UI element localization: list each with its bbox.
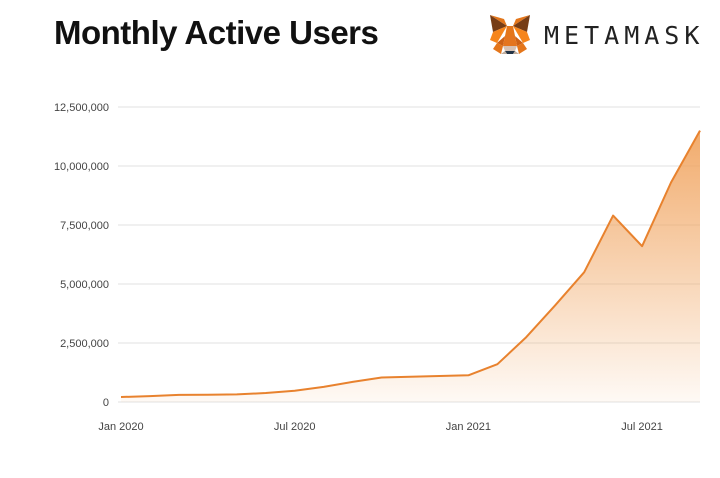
y-tick-label: 0 (103, 397, 109, 409)
y-tick-label: 2,500,000 (60, 338, 109, 350)
series-mau (120, 130, 701, 402)
x-tick-label: Jul 2020 (274, 421, 316, 433)
y-axis-ticks: 0 2,500,000 5,000,000 7,500,000 10,000,000 12… (54, 102, 109, 409)
brand-name: METAMASK (544, 20, 705, 50)
x-tick-label: Jan 2021 (446, 421, 491, 433)
y-tick-label: 10,000,000 (54, 161, 109, 173)
brand-logo: METAMASK (488, 14, 704, 56)
x-axis-ticks: Jan 2020 Jul 2020 Jan 2021 Jul 2021 (98, 421, 663, 433)
series-area (121, 130, 700, 402)
y-tick-label: 7,500,000 (60, 220, 109, 232)
y-tick-label: 12,500,000 (54, 102, 109, 114)
y-tick-label: 5,000,000 (60, 279, 109, 291)
x-tick-label: Jan 2020 (98, 421, 143, 433)
x-tick-label: Jul 2021 (621, 421, 663, 433)
metamask-fox-icon (490, 15, 530, 54)
chart-title: Monthly Active Users (54, 14, 379, 51)
